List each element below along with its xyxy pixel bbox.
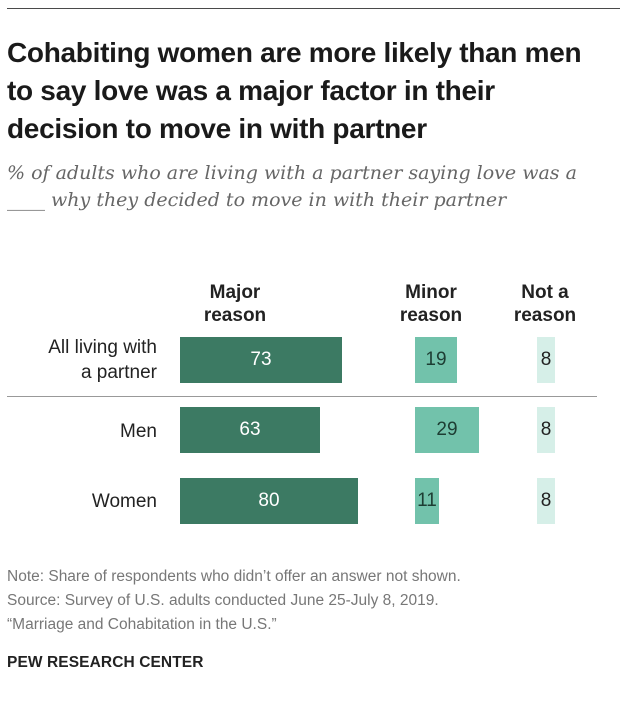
source-text: Source: Survey of U.S. adults conducted … <box>7 592 439 609</box>
column-header-none-line1: Not a <box>521 282 569 303</box>
row-label-all: All living with a partner <box>0 335 157 385</box>
column-header-minor-line1: Minor <box>405 282 457 303</box>
column-header-major-line1: Major <box>209 282 261 303</box>
chart-subtitle: % of adults who are living with a partne… <box>7 162 577 211</box>
row-label-all-line2: a partner <box>80 362 157 383</box>
column-header-major: Major reason <box>180 281 290 327</box>
row-label-women: Women <box>91 491 157 512</box>
bar-label-all-none: 8 <box>540 349 552 370</box>
org-name: PEW RESEARCH CENTER <box>7 654 204 671</box>
bar-label-women-none: 8 <box>540 490 552 511</box>
bar-women-minor: 11 <box>415 478 439 524</box>
bar-label-all-major: 73 <box>250 349 272 370</box>
bar-women-not-a-reason: 8 <box>537 478 555 524</box>
bar-men-major: 63 <box>180 407 320 453</box>
column-header-minor-line2: reason <box>399 305 463 326</box>
bar-men-minor: 29 <box>415 407 479 453</box>
top-rule <box>7 8 620 9</box>
bar-label-all-minor: 19 <box>425 349 447 370</box>
row-divider <box>7 396 597 397</box>
column-header-minor: Minor reason <box>386 281 476 327</box>
column-header-major-line2: reason <box>203 305 267 326</box>
row-label-men: Men <box>120 421 157 442</box>
bar-all-minor: 19 <box>415 337 457 383</box>
row-label-all-line1: All living with <box>48 337 157 358</box>
bar-women-major: 80 <box>180 478 358 524</box>
column-header-none-line2: reason <box>513 305 577 326</box>
bar-label-women-minor: 11 <box>417 490 437 511</box>
bar-men-not-a-reason: 8 <box>537 407 555 453</box>
bar-all-major: 73 <box>180 337 342 383</box>
note-text: Note: Share of respondents who didn’t of… <box>7 568 461 585</box>
bar-label-women-major: 80 <box>258 490 280 511</box>
bar-label-men-minor: 29 <box>436 419 458 440</box>
chart-title: Cohabiting women are more likely than me… <box>7 37 582 144</box>
footnote: Note: Share of respondents who didn’t of… <box>7 565 607 637</box>
bar-label-men-major: 63 <box>239 419 261 440</box>
bar-label-men-none: 8 <box>540 419 552 440</box>
column-header-not-a-reason: Not a reason <box>500 281 590 327</box>
bar-all-not-a-reason: 8 <box>537 337 555 383</box>
report-title: “Marriage and Cohabitation in the U.S.” <box>7 616 277 633</box>
